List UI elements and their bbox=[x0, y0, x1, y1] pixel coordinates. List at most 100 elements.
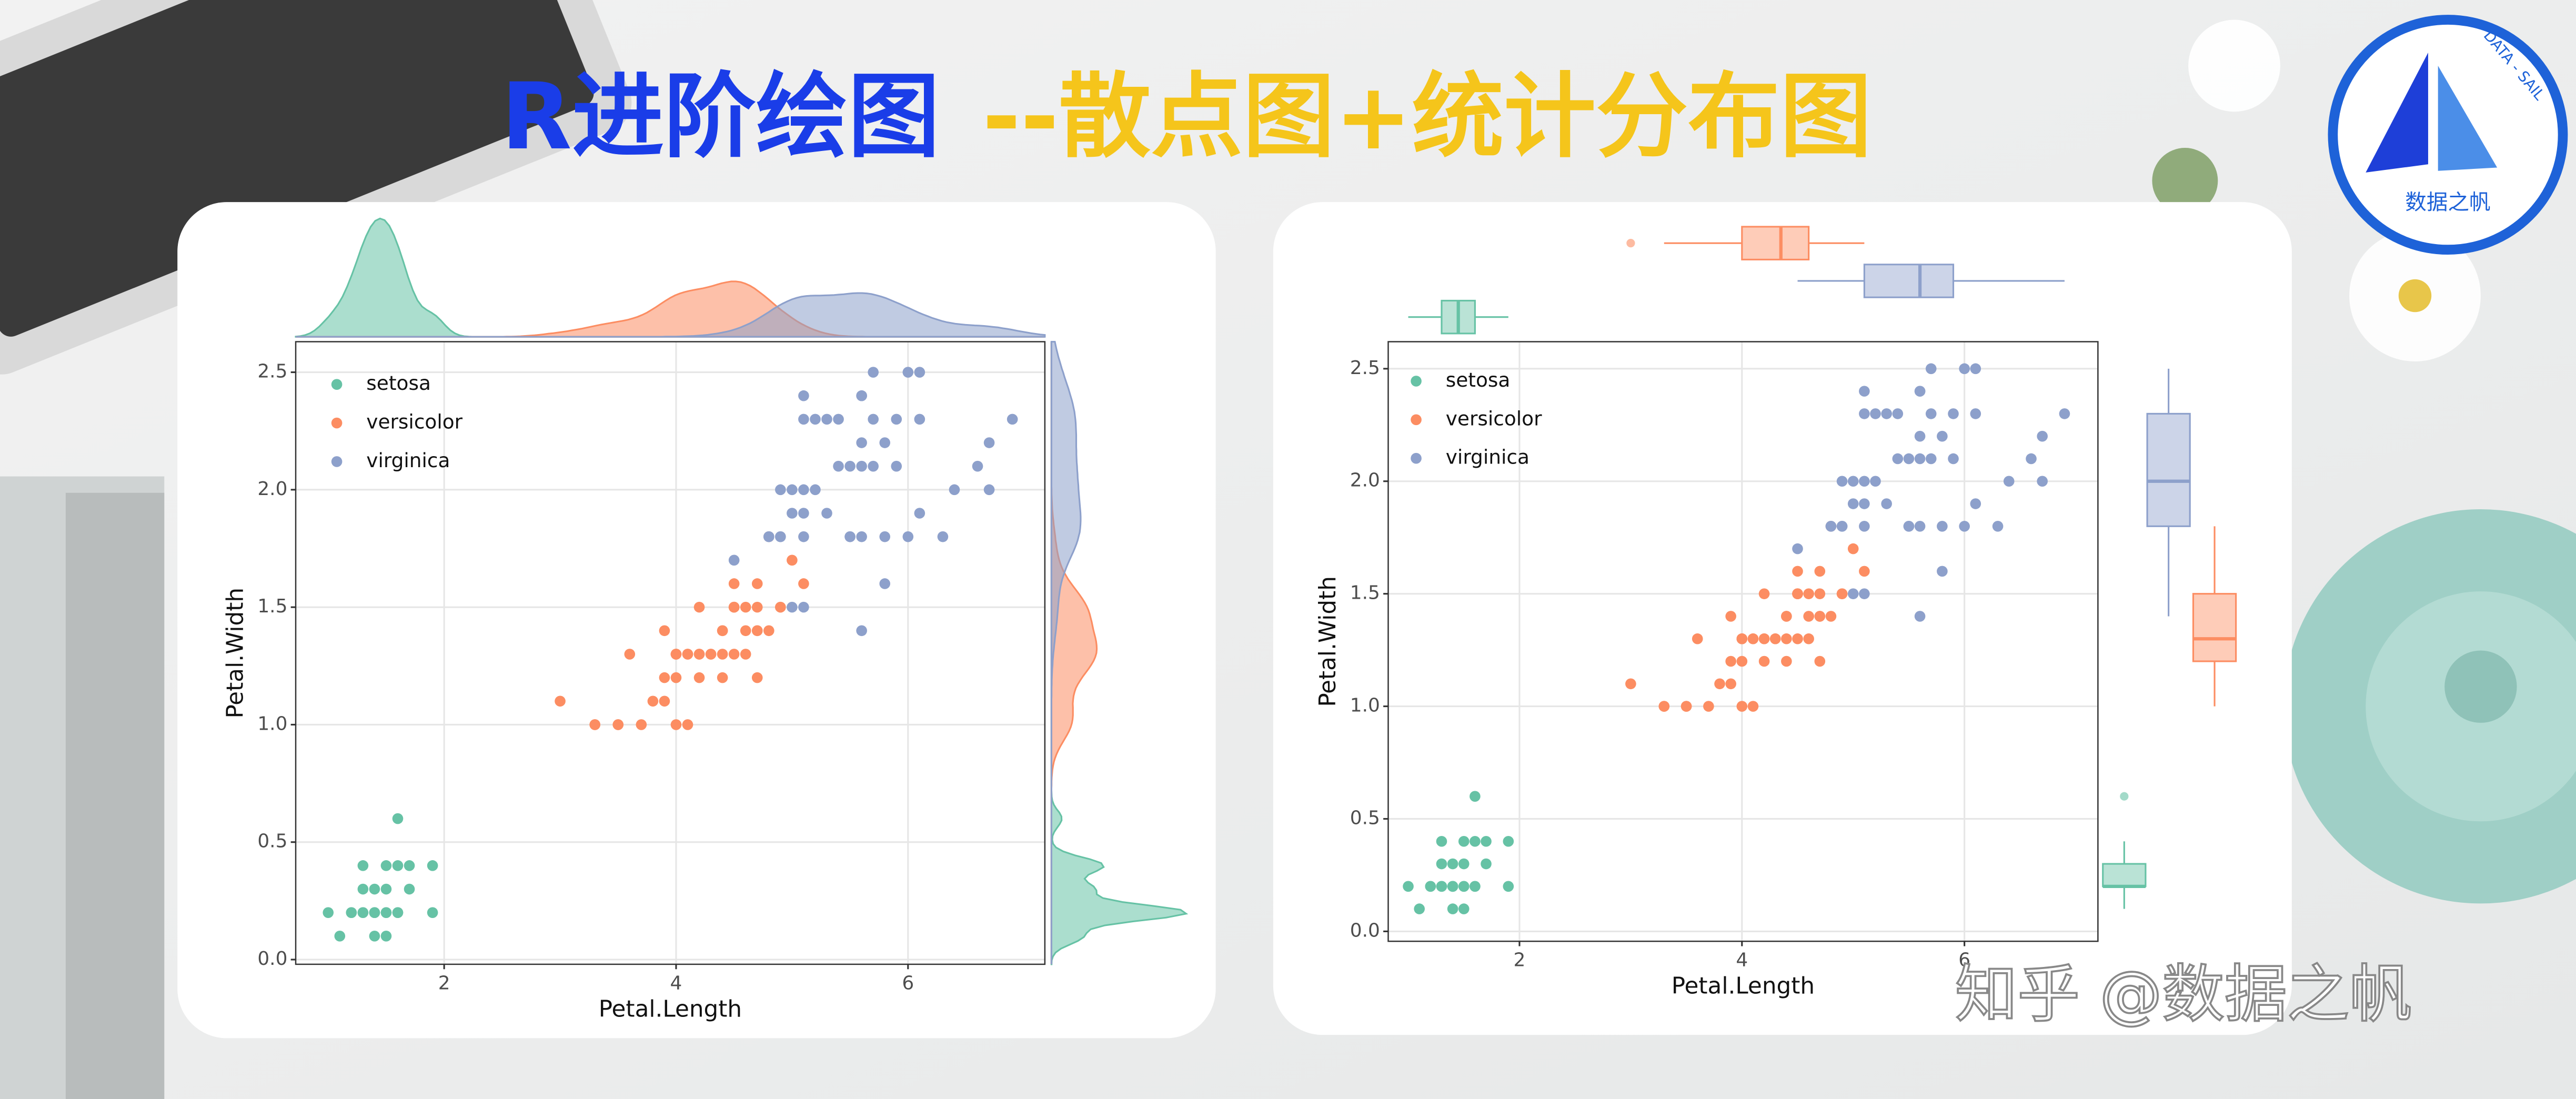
point bbox=[1458, 881, 1470, 892]
point bbox=[705, 649, 717, 660]
point bbox=[740, 601, 751, 613]
x-axis-title: Petal.Length bbox=[1672, 973, 1815, 1000]
x-tick-label: 6 bbox=[902, 972, 914, 994]
point bbox=[1914, 611, 1926, 622]
point bbox=[983, 484, 995, 496]
point bbox=[983, 437, 995, 448]
point bbox=[844, 531, 856, 542]
point bbox=[1414, 903, 1425, 914]
point bbox=[810, 484, 821, 496]
point bbox=[902, 367, 914, 378]
point bbox=[1859, 408, 1870, 419]
legend-label: setosa bbox=[1446, 368, 1511, 391]
point bbox=[787, 554, 798, 566]
point bbox=[1970, 408, 1981, 419]
watermark: 知乎 @数据之帆 bbox=[1955, 958, 2412, 1031]
y-axis-title: Petal.Width bbox=[1314, 576, 1341, 707]
point bbox=[1747, 633, 1759, 644]
point bbox=[1859, 566, 1870, 577]
point bbox=[693, 601, 705, 613]
plot-area bbox=[296, 341, 1045, 964]
point bbox=[1859, 498, 1870, 509]
point bbox=[949, 484, 960, 496]
point bbox=[1836, 588, 1848, 599]
teapot bbox=[2283, 509, 2576, 904]
point bbox=[798, 531, 809, 542]
box bbox=[2192, 593, 2237, 662]
point bbox=[670, 649, 682, 660]
point bbox=[728, 649, 740, 660]
point bbox=[1825, 611, 1837, 622]
point bbox=[914, 414, 925, 425]
legend-swatch bbox=[1411, 452, 1422, 464]
point bbox=[636, 719, 647, 730]
point bbox=[2003, 476, 2015, 487]
plot-frame bbox=[1387, 341, 2099, 942]
point bbox=[1836, 476, 1848, 487]
point bbox=[1703, 701, 1714, 712]
point bbox=[844, 460, 856, 472]
logo: 数据之帆 DATA - SAIL bbox=[2328, 15, 2568, 255]
point bbox=[751, 578, 763, 589]
point bbox=[427, 907, 438, 918]
point bbox=[1458, 858, 1470, 870]
point bbox=[1814, 656, 1826, 667]
point bbox=[1814, 611, 1826, 622]
point bbox=[369, 883, 380, 895]
legend-swatch bbox=[331, 379, 343, 390]
point bbox=[392, 907, 404, 918]
point bbox=[798, 414, 809, 425]
point bbox=[682, 719, 693, 730]
point bbox=[717, 625, 728, 637]
point bbox=[937, 531, 949, 542]
logo-name: 数据之帆 bbox=[2405, 189, 2490, 215]
point bbox=[1937, 430, 1948, 442]
point bbox=[879, 531, 891, 542]
point bbox=[1436, 835, 1447, 847]
point bbox=[891, 460, 902, 472]
point bbox=[392, 860, 404, 871]
legend-label: setosa bbox=[366, 371, 431, 395]
x-tick-label: 4 bbox=[670, 972, 682, 994]
y-tick-label: 2.5 bbox=[1350, 357, 1380, 379]
point bbox=[1959, 521, 1970, 532]
legend-swatch bbox=[331, 456, 343, 467]
point bbox=[323, 907, 334, 918]
box bbox=[2146, 412, 2191, 527]
point bbox=[810, 414, 821, 425]
point bbox=[1892, 408, 1904, 419]
point bbox=[1007, 414, 1018, 425]
y-axis-title: Petal.Width bbox=[222, 588, 249, 719]
point bbox=[902, 531, 914, 542]
point bbox=[346, 907, 357, 918]
point bbox=[728, 601, 740, 613]
point bbox=[821, 508, 832, 519]
x-axis-title: Petal.Length bbox=[599, 995, 742, 1022]
y-tick-label: 1.0 bbox=[257, 713, 287, 734]
point bbox=[775, 601, 786, 613]
point bbox=[659, 625, 670, 637]
point bbox=[1436, 881, 1447, 892]
point bbox=[914, 508, 925, 519]
point bbox=[693, 649, 705, 660]
point bbox=[1948, 453, 1959, 465]
point bbox=[1681, 701, 1692, 712]
point bbox=[1792, 588, 1803, 599]
y-tick-label: 2.0 bbox=[257, 478, 287, 500]
point bbox=[1959, 363, 1970, 375]
point bbox=[369, 907, 380, 918]
point bbox=[787, 601, 798, 613]
point bbox=[728, 578, 740, 589]
point bbox=[1870, 408, 1881, 419]
point bbox=[392, 813, 404, 824]
y-tick-label: 1.5 bbox=[1350, 582, 1380, 604]
keyboard bbox=[0, 0, 632, 375]
point bbox=[1881, 498, 1892, 509]
point bbox=[1458, 835, 1470, 847]
legend-swatch bbox=[1411, 414, 1422, 426]
point bbox=[728, 554, 740, 566]
legend-swatch bbox=[331, 417, 343, 429]
legend-label: versicolor bbox=[366, 410, 462, 433]
point bbox=[751, 625, 763, 637]
x-tick-label: 2 bbox=[1514, 950, 1526, 971]
